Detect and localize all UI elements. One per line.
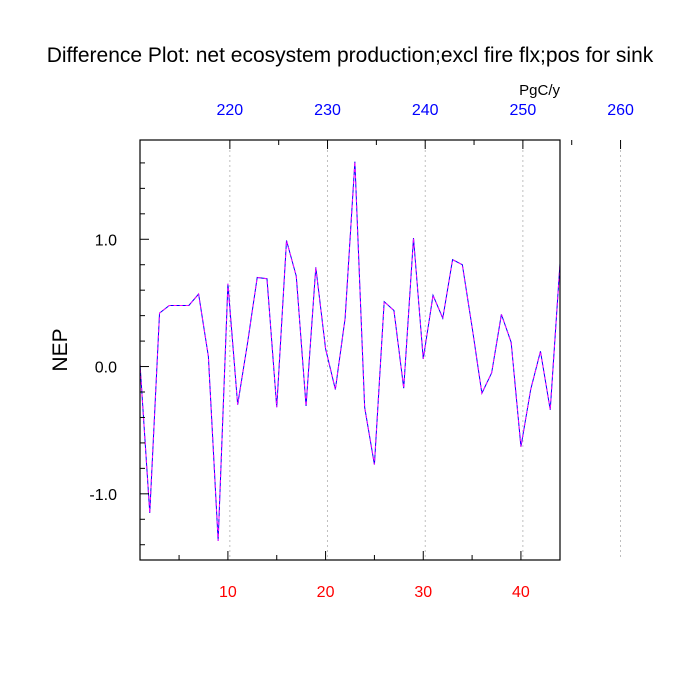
x-tick-label: 10	[219, 584, 237, 601]
y-tick-label: 0.0	[95, 360, 117, 377]
y-tick-label: 1.0	[95, 232, 117, 249]
top-tick-label: 230	[314, 102, 341, 119]
grid-lines	[229, 140, 621, 560]
series-line-overlay	[139, 161, 561, 541]
top-tick-label: 250	[510, 102, 537, 119]
tick-labels: 10 20 30 40 220 230 240 250 260 -1.0 0.0 1.0	[89, 102, 634, 601]
plot-frame	[139, 139, 561, 561]
chart-title: Difference Plot: net ecosystem productio…	[47, 44, 654, 67]
x-tick-label: 30	[414, 584, 432, 601]
x-tick-label: 20	[317, 584, 335, 601]
axis-ticks	[140, 140, 622, 560]
data-series	[139, 161, 561, 541]
top-tick-label: 240	[412, 102, 439, 119]
top-tick-label: 260	[607, 102, 634, 119]
units-label: PgC/y	[519, 82, 560, 99]
y-axis-label: NEP	[49, 328, 72, 371]
x-tick-label: 40	[512, 584, 530, 601]
y-tick-label: -1.0	[89, 487, 117, 504]
series-line	[139, 161, 561, 541]
top-tick-label: 220	[217, 102, 244, 119]
